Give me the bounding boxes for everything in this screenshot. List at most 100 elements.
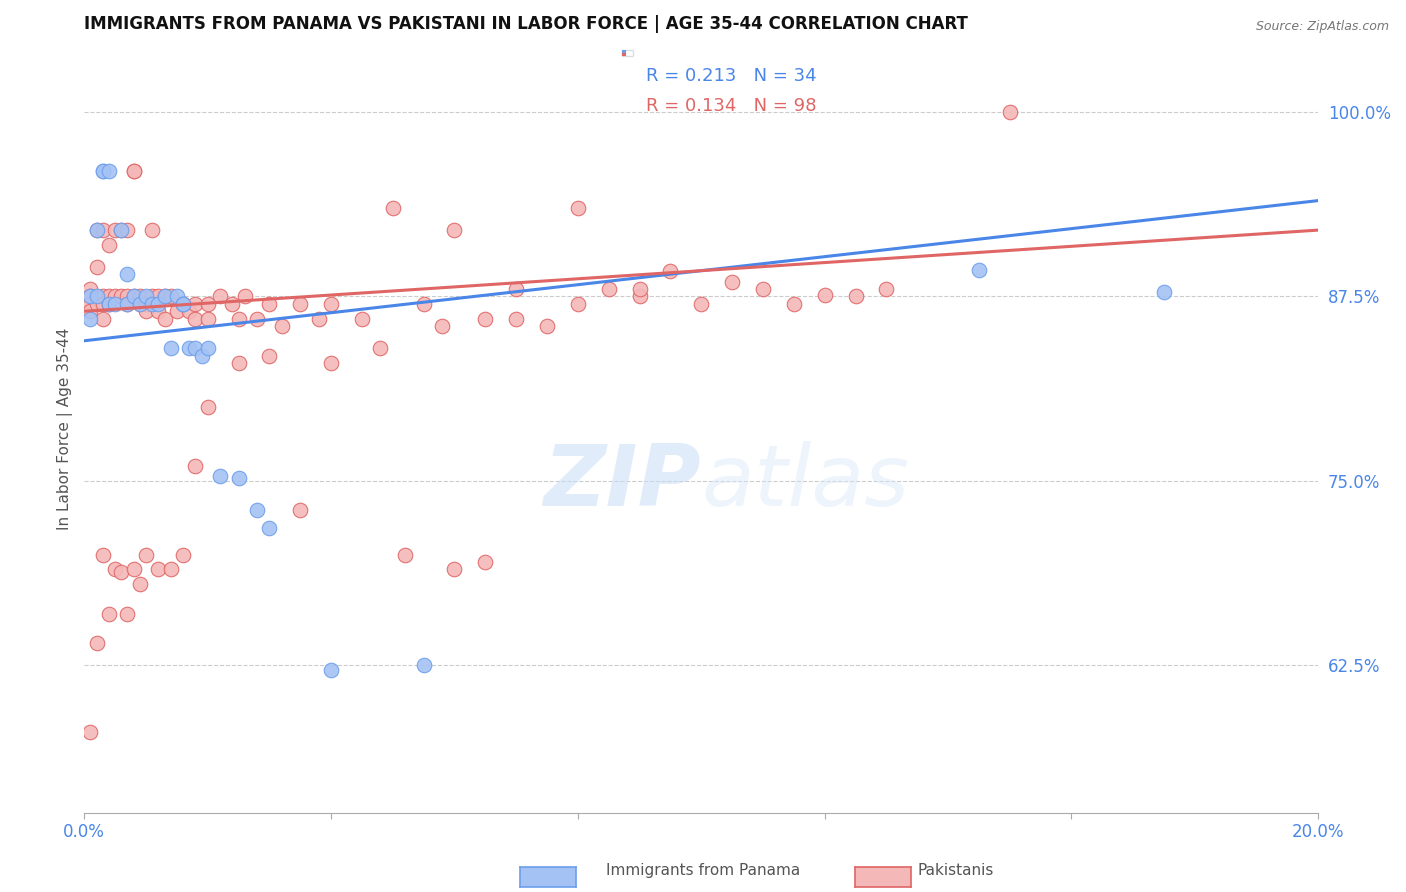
Point [190,349,212,363]
Point [117,297,139,311]
Point [690,297,713,311]
Point [122,289,145,303]
Point [967,263,990,277]
Point [153,289,176,303]
Point [752,282,775,296]
Point [98,237,121,252]
Point [128,297,150,311]
Point [998,105,1021,120]
Point [153,289,176,303]
Point [844,289,866,303]
Text: ZIP: ZIP [544,442,702,524]
Point [135,289,157,303]
Point [98,607,121,621]
Point [172,548,194,562]
Point [184,459,207,474]
Point [110,566,132,580]
Point [91,164,114,178]
Point [184,297,207,311]
Point [148,304,170,318]
Point [228,471,250,485]
Point [875,282,897,296]
Point [98,297,121,311]
Point [128,297,150,311]
Point [79,297,101,311]
Point [117,223,139,237]
Point [228,311,250,326]
Point [98,297,121,311]
Point [505,311,527,326]
Point [104,289,127,303]
Point [148,562,170,576]
Point [567,297,589,311]
Point [104,562,127,576]
Point [628,282,651,296]
Point [259,521,281,535]
Point [86,297,108,311]
Point [135,297,157,311]
Point [598,282,620,296]
Point [208,469,231,483]
Point [1153,285,1175,299]
Point [159,341,181,355]
Point [128,289,150,303]
Point [141,289,163,303]
Text: Pakistanis: Pakistanis [918,863,994,878]
Point [319,663,342,677]
Point [159,562,181,576]
Point [319,356,342,370]
Point [221,297,243,311]
Point [91,164,114,178]
Point [412,297,434,311]
Text: R = 0.213   N = 34: R = 0.213 N = 34 [645,67,817,85]
Point [135,548,157,562]
Point [246,503,269,517]
Point [86,636,108,650]
Point [443,562,465,576]
Point [814,288,837,302]
Point [430,318,453,333]
Point [110,289,132,303]
Point [783,297,806,311]
Point [172,297,194,311]
Point [86,223,108,237]
Point [567,201,589,215]
Point [79,282,101,296]
Text: Source: ZipAtlas.com: Source: ZipAtlas.com [1256,20,1389,33]
Point [197,400,219,414]
Legend: dummy1, dummy2: dummy1, dummy2 [621,50,633,56]
Text: IMMIGRANTS FROM PANAMA VS PAKISTANI IN LABOR FORCE | AGE 35-44 CORRELATION CHART: IMMIGRANTS FROM PANAMA VS PAKISTANI IN L… [84,15,969,33]
Point [197,311,219,326]
Point [270,318,292,333]
Point [659,264,682,278]
Point [148,297,170,311]
Point [474,555,496,569]
Point [79,289,101,303]
Point [122,289,145,303]
Point [290,503,312,517]
Point [117,289,139,303]
Point [79,311,101,326]
Point [79,289,101,303]
Point [179,341,201,355]
Point [91,289,114,303]
Point [474,311,496,326]
Point [86,260,108,274]
Point [135,304,157,318]
Point [122,164,145,178]
Text: atlas: atlas [702,442,910,524]
Point [166,289,188,303]
Point [228,356,250,370]
Point [172,297,194,311]
Point [98,164,121,178]
Point [628,289,651,303]
Point [536,318,558,333]
Point [117,297,139,311]
Point [319,297,342,311]
Y-axis label: In Labor Force | Age 35-44: In Labor Force | Age 35-44 [58,328,73,531]
Point [197,297,219,311]
Point [721,275,744,289]
Point [86,289,108,303]
Point [122,164,145,178]
Point [117,268,139,282]
